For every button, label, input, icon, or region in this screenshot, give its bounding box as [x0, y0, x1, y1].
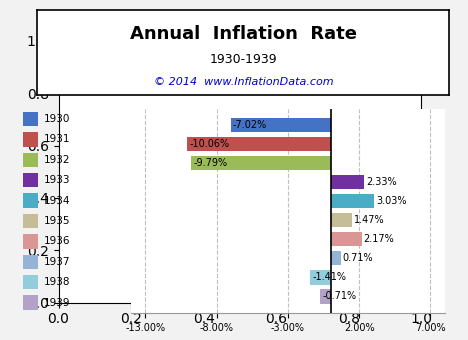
Bar — [23, 112, 37, 126]
Bar — [23, 234, 37, 249]
Bar — [23, 173, 37, 187]
Bar — [231, 118, 330, 132]
Text: -9.79%: -9.79% — [193, 158, 227, 168]
Text: 1938: 1938 — [44, 277, 70, 287]
Text: 1937: 1937 — [44, 257, 70, 267]
Bar — [23, 295, 37, 310]
Bar — [330, 213, 351, 227]
Bar — [187, 137, 330, 151]
Text: -0.71%: -0.71% — [322, 291, 357, 301]
Text: 1.47%: 1.47% — [354, 215, 384, 225]
Bar — [330, 194, 374, 208]
Text: 1939: 1939 — [44, 298, 70, 308]
Text: 1930: 1930 — [44, 114, 70, 124]
Text: 1931: 1931 — [44, 134, 70, 144]
Text: 2.17%: 2.17% — [364, 234, 395, 244]
Text: -7.02%: -7.02% — [233, 120, 267, 130]
Bar — [330, 232, 361, 246]
Bar — [23, 255, 37, 269]
Text: 1934: 1934 — [44, 195, 70, 206]
Bar — [191, 156, 330, 170]
Text: 3.03%: 3.03% — [376, 196, 406, 206]
Bar — [23, 153, 37, 167]
Text: 1936: 1936 — [44, 236, 70, 246]
Bar — [310, 270, 330, 285]
Bar — [23, 132, 37, 147]
Text: -1.41%: -1.41% — [313, 272, 347, 283]
Text: 1933: 1933 — [44, 175, 70, 185]
Bar — [330, 251, 341, 266]
Text: 0.71%: 0.71% — [343, 253, 373, 264]
Bar — [23, 214, 37, 228]
Bar — [321, 289, 330, 304]
Text: 1932: 1932 — [44, 155, 70, 165]
Bar — [330, 175, 364, 189]
Text: -10.06%: -10.06% — [190, 139, 229, 149]
Text: Annual  Inflation  Rate: Annual Inflation Rate — [130, 25, 357, 43]
Text: © 2014  www.InflationData.com: © 2014 www.InflationData.com — [154, 78, 333, 87]
Text: 2.33%: 2.33% — [366, 177, 396, 187]
Text: 1930-1939: 1930-1939 — [210, 53, 277, 66]
Text: 1935: 1935 — [44, 216, 70, 226]
Bar — [23, 275, 37, 289]
Bar — [23, 193, 37, 208]
